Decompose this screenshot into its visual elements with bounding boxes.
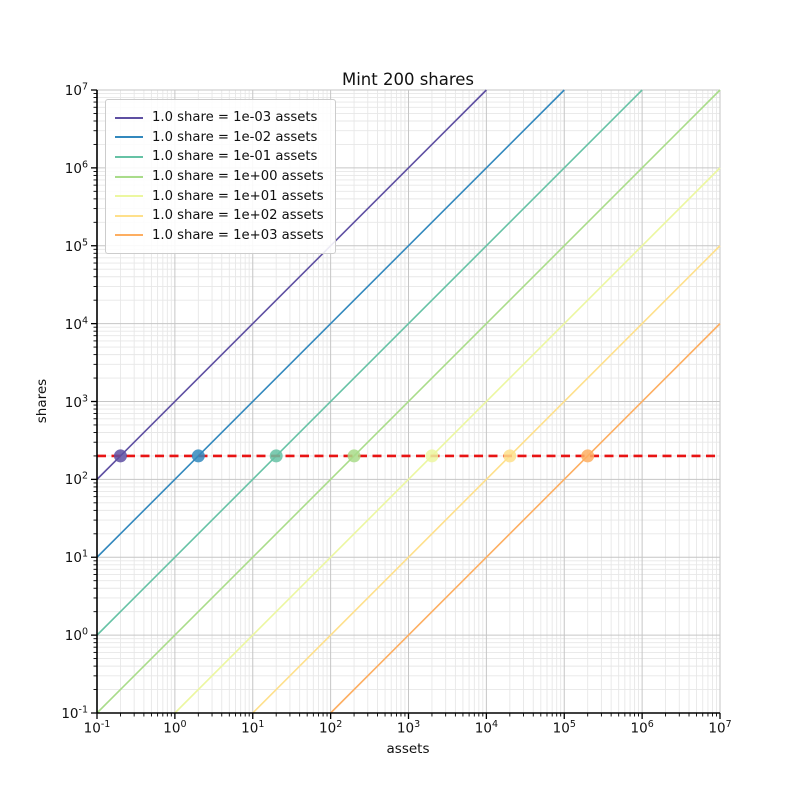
marker-dot	[581, 449, 595, 463]
series-line	[174, 167, 721, 714]
y-tick-label: 10-1	[61, 704, 88, 722]
y-axis-label: shares	[34, 378, 50, 424]
x-tick-label: 106	[630, 719, 654, 737]
y-tick-label: 107	[64, 81, 88, 99]
x-tick-label: 104	[474, 719, 498, 737]
legend-label: 1.0 share = 1e+02 assets	[152, 208, 324, 224]
marker-dots	[113, 449, 595, 463]
legend-entry: 1.0 share = 1e+01 assets	[115, 186, 324, 206]
marker-dot	[503, 449, 517, 463]
legend-label: 1.0 share = 1e+01 assets	[152, 188, 324, 204]
x-axis-label: assets	[386, 741, 430, 757]
y-tick-label: 105	[64, 237, 88, 255]
legend-line-sample	[115, 214, 143, 217]
legend-entry: 1.0 share = 1e+03 assets	[115, 226, 324, 246]
legend-label: 1.0 share = 1e-01 assets	[152, 149, 318, 165]
y-tick-label: 103	[64, 392, 88, 411]
x-tick-label: 10-1	[83, 719, 111, 737]
legend-entry: 1.0 share = 1e-02 assets	[115, 128, 324, 148]
legend-label: 1.0 share = 1e-03 assets	[152, 110, 318, 126]
legend-label: 1.0 share = 1e-02 assets	[152, 129, 318, 145]
x-tick-label: 105	[552, 719, 576, 737]
series-line	[96, 89, 487, 480]
chart-title: Mint 200 shares	[341, 70, 475, 89]
x-tick-label: 107	[708, 719, 732, 737]
legend-entry: 1.0 share = 1e-03 assets	[115, 108, 324, 128]
x-tick-label: 103	[396, 719, 421, 737]
x-tick-label: 100	[163, 719, 187, 737]
y-tick-label: 102	[64, 470, 88, 489]
legend-line-sample	[115, 175, 143, 178]
series-line	[330, 323, 721, 714]
y-tick-label: 100	[64, 626, 88, 644]
marker-dot	[425, 449, 439, 463]
marker-dot	[191, 449, 205, 463]
legend-label: 1.0 share = 1e+00 assets	[152, 169, 324, 185]
marker-dot	[113, 449, 127, 463]
legend: 1.0 share = 1e-03 assets 1.0 share = 1e-0…	[105, 99, 336, 255]
marker-dot	[269, 449, 283, 463]
series-line	[96, 89, 721, 714]
y-tick-label: 106	[64, 159, 88, 177]
legend-line-sample	[115, 136, 143, 139]
marker-dot	[347, 449, 361, 463]
series-lines	[96, 89, 721, 714]
series-line	[96, 89, 565, 558]
legend-entry: 1.0 share = 1e+00 assets	[115, 167, 324, 187]
series-line	[252, 245, 721, 714]
series-line	[96, 89, 643, 636]
y-tick-label: 101	[64, 548, 88, 567]
tick-marks	[91, 89, 721, 719]
legend-line-sample	[115, 195, 143, 198]
legend-entry: 1.0 share = 1e-01 assets	[115, 147, 324, 167]
legend-line-sample	[115, 155, 143, 158]
legend-label: 1.0 share = 1e+03 assets	[152, 227, 324, 243]
x-tick-label: 101	[241, 719, 265, 737]
y-tick-label: 104	[64, 314, 88, 333]
x-tick-label: 102	[319, 719, 343, 737]
legend-line-sample	[115, 116, 143, 119]
legend-entry: 1.0 share = 1e+02 assets	[115, 206, 324, 226]
legend-line-sample	[115, 234, 143, 237]
